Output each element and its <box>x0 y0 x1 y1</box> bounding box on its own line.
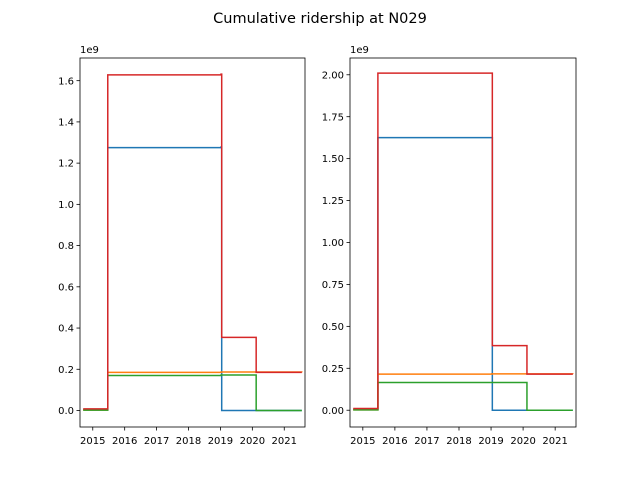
y-tick-label: 0.6 <box>58 282 74 293</box>
x-tick-label: 2015 <box>80 436 105 447</box>
series-line-2 <box>353 381 573 411</box>
y-tick-label: 0.00 <box>322 406 344 417</box>
y-tick-label: 0.2 <box>58 365 74 376</box>
y-tick-label: 1.4 <box>58 118 74 129</box>
x-tick-label: 2018 <box>176 436 201 447</box>
x-tick-label: 2017 <box>414 436 439 447</box>
y-tick-label: 0.75 <box>322 280 344 291</box>
y-tick-label: 1.0 <box>58 200 74 211</box>
x-tick-label: 2017 <box>144 436 169 447</box>
y-tick-label: 1.6 <box>58 76 74 87</box>
y-tick-label: 1.75 <box>322 112 344 123</box>
y-tick-label: 2.00 <box>322 70 344 81</box>
y-tick-label: 0.4 <box>58 324 74 335</box>
y-tick-label: 1.00 <box>322 238 344 249</box>
y-offset-label: 1e9 <box>350 45 369 56</box>
y-tick-label: 0.25 <box>322 364 344 375</box>
left-axes: 2015 2016 2017 2018 2019 2020 2021 0.0 0.2 0.4 0.6… <box>58 45 306 447</box>
axes-frame <box>79 57 306 428</box>
x-tick-label: 2021 <box>272 436 297 447</box>
x-tick-label: 2015 <box>350 436 375 447</box>
figure-title: Cumulative ridership at N029 <box>213 11 427 27</box>
x-tick-label: 2020 <box>240 436 265 447</box>
y-tick-label: 0.8 <box>58 241 74 252</box>
series-line-3 <box>83 73 302 410</box>
y-offset-label: 1e9 <box>80 45 99 56</box>
y-tick-label: 1.2 <box>58 159 74 170</box>
y-tick-label: 0.0 <box>58 406 74 417</box>
series-line-2 <box>83 374 302 412</box>
y-tick-label: 1.50 <box>322 154 344 165</box>
series-line-3 <box>353 72 573 410</box>
x-tick-label: 2016 <box>112 436 137 447</box>
right-axes: 2015 2016 2017 2018 2019 2020 2021 0.00 0.25 0.50… <box>322 45 577 447</box>
x-tick-label: 2019 <box>208 436 233 447</box>
x-tick-label: 2020 <box>510 436 535 447</box>
x-tick-label: 2019 <box>478 436 503 447</box>
y-tick-label: 1.25 <box>322 196 344 207</box>
y-tick-label: 0.50 <box>322 322 344 333</box>
x-tick-label: 2021 <box>542 436 567 447</box>
x-tick-label: 2016 <box>382 436 407 447</box>
x-tick-label: 2018 <box>446 436 471 447</box>
